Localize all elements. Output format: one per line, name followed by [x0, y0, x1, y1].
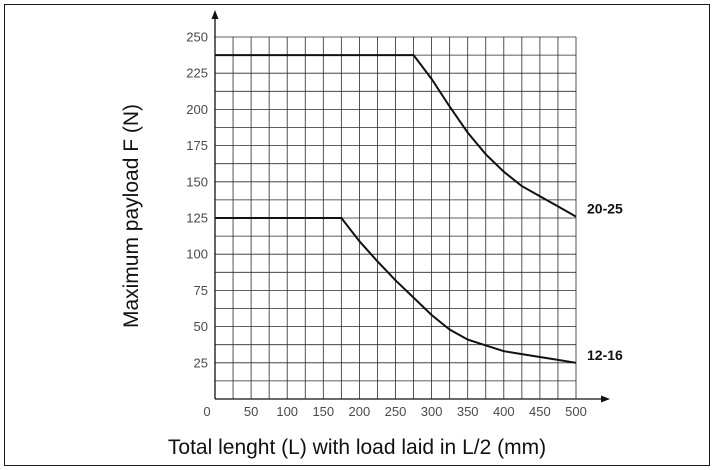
y-tick-label: 50 [194, 319, 208, 334]
y-axis-arrow [211, 10, 219, 19]
tick-labels: 0 50 100 150 200 250 300 350 400 450 500 25 50 75 100 1… [186, 30, 587, 420]
x-tick-label: 100 [276, 404, 298, 419]
x-tick-label: 400 [493, 404, 515, 419]
x-tick-label: 450 [529, 404, 551, 419]
chart-frame [4, 4, 710, 466]
y-tick-label: 200 [186, 102, 208, 117]
y-tick-label: 225 [186, 66, 208, 81]
x-tick-label: 250 [385, 404, 407, 419]
x-axis-arrow [601, 395, 610, 403]
y-tick-label: 175 [186, 138, 208, 153]
x-tick-label: 300 [421, 404, 443, 419]
series-line-20-25 [215, 54, 577, 218]
x-tick-label: 0 [203, 404, 210, 419]
series-label-20-25: 20-25 [587, 201, 623, 217]
axes [211, 10, 610, 403]
x-tick-label: 500 [565, 404, 587, 419]
y-tick-label: 75 [194, 283, 208, 298]
series: 20-25 12-16 [215, 54, 623, 364]
series-label-12-16: 12-16 [587, 347, 623, 363]
x-tick-label: 350 [457, 404, 479, 419]
x-tick-label: 50 [244, 404, 258, 419]
y-tick-label: 125 [186, 211, 208, 226]
x-tick-label: 150 [312, 404, 334, 419]
y-tick-label: 250 [186, 30, 208, 45]
series-line-12-16 [215, 217, 577, 364]
y-tick-label: 25 [194, 355, 208, 370]
y-axis-title: Maximum payload F (N) [120, 104, 143, 328]
y-tick-label: 150 [186, 174, 208, 189]
x-axis-title: Total lenght (L) with load laid in L/2 (… [168, 436, 546, 459]
y-tick-label: 100 [186, 247, 208, 262]
x-tick-label: 200 [349, 404, 371, 419]
